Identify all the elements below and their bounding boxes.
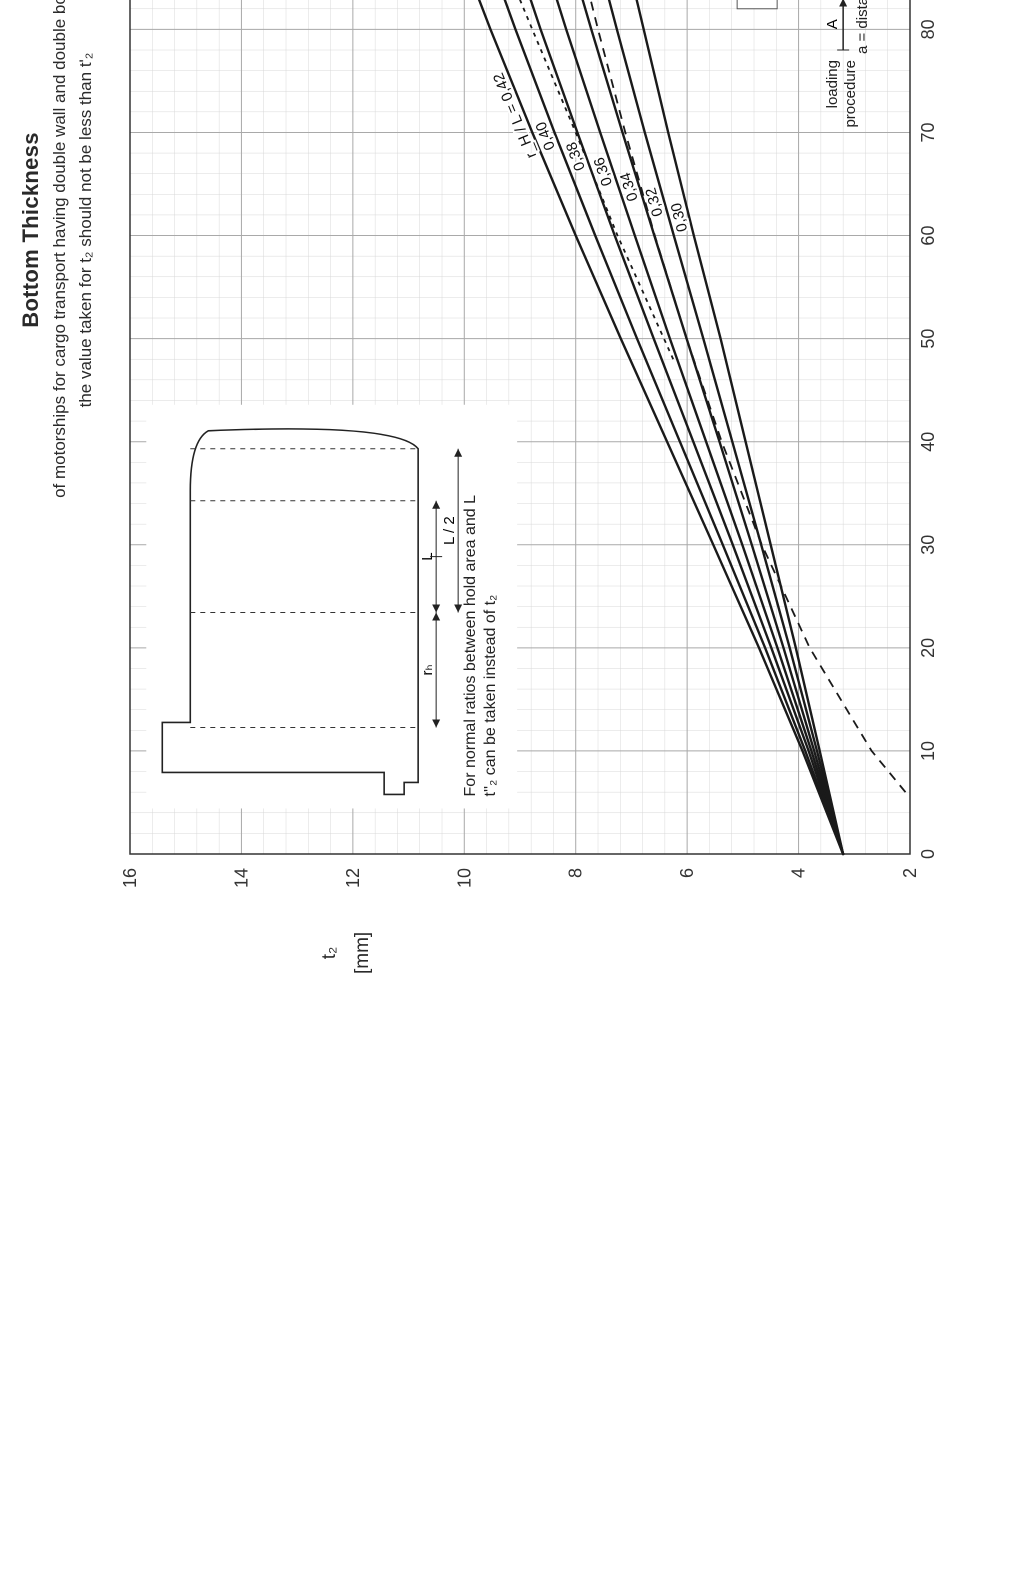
y-axis-unit: [mm] — [353, 932, 374, 974]
svg-text:6: 6 — [677, 868, 697, 878]
svg-text:14: 14 — [231, 868, 251, 888]
header-block: Bottom Thickness of motorships for cargo… — [0, 0, 96, 1024]
svg-text:loading: loading — [824, 60, 841, 108]
svg-text:80: 80 — [918, 19, 938, 39]
svg-text:20: 20 — [918, 638, 938, 658]
subtitle-2: the value taken for t₂ should not be les… — [76, 0, 96, 1024]
y-axis-label: t₂ [mm] — [320, 932, 374, 974]
page-title: Bottom Thickness — [18, 0, 44, 1024]
svg-text:8: 8 — [566, 868, 586, 878]
svg-text:A: A — [824, 19, 841, 29]
svg-text:rₕ: rₕ — [419, 664, 436, 675]
svg-text:procedure: procedure — [842, 60, 859, 128]
svg-text:40: 40 — [918, 432, 938, 452]
svg-text:t''₂ can be taken instead of t: t''₂ can be taken instead of t₂ — [482, 595, 499, 797]
svg-text:10: 10 — [454, 868, 474, 888]
svg-text:60: 60 — [918, 226, 938, 246]
chart-area: 0102030405060708090100110120130246810121… — [120, 0, 950, 904]
svg-text:50: 50 — [918, 329, 938, 349]
rotated-content: Bottom Thickness of motorships for cargo… — [0, 0, 1024, 1024]
svg-text:2: 2 — [900, 868, 920, 878]
svg-text:L / 2: L / 2 — [441, 516, 458, 545]
svg-text:30: 30 — [918, 535, 938, 555]
svg-text:16: 16 — [120, 868, 140, 888]
subtitle-1: of motorships for cargo transport having… — [50, 0, 70, 1024]
svg-text:12: 12 — [343, 868, 363, 888]
svg-text:4: 4 — [789, 868, 809, 878]
svg-text:For normal ratios between hold: For normal ratios between hold area and … — [462, 495, 479, 797]
svg-text:0: 0 — [918, 849, 938, 859]
svg-text:a = distance of floor plates i: a = distance of floor plates in [m] — [854, 0, 871, 54]
page: Bottom Thickness of motorships for cargo… — [0, 0, 1024, 1588]
svg-text:70: 70 — [918, 122, 938, 142]
svg-text:10: 10 — [918, 741, 938, 761]
chart-svg: 0102030405060708090100110120130246810121… — [120, 0, 950, 904]
y-axis-symbol: t₂ — [320, 932, 341, 974]
